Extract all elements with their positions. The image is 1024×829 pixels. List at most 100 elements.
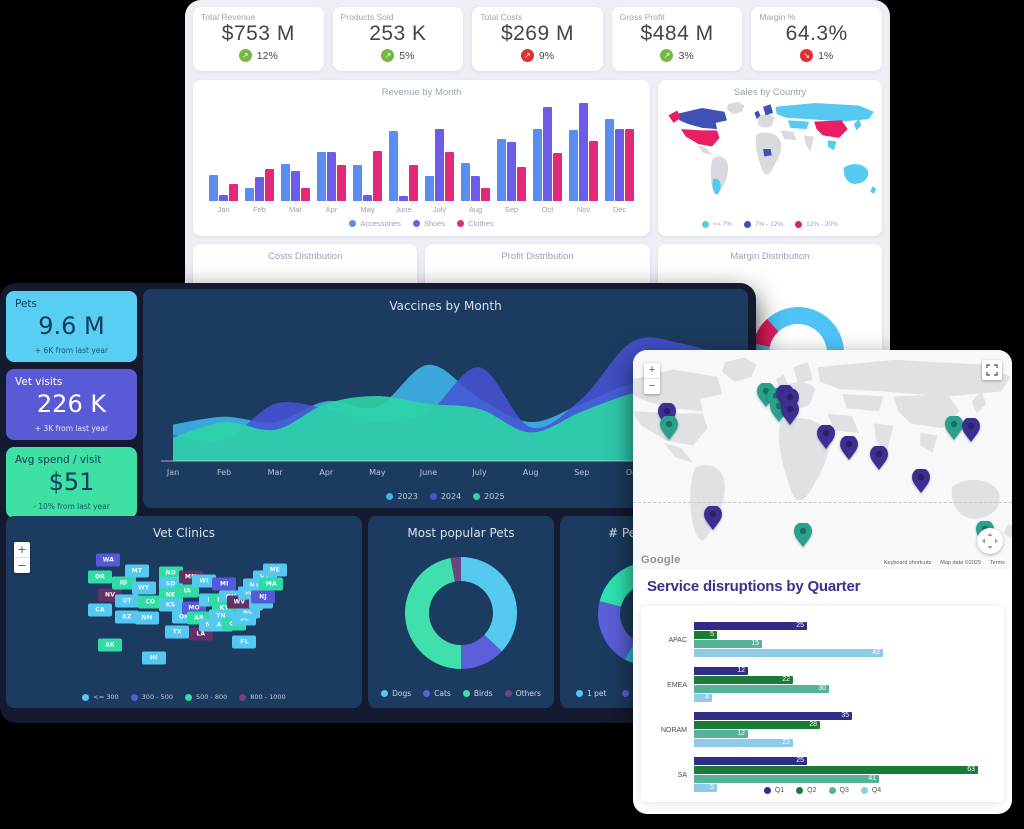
zoom-out-button[interactable]: −: [648, 380, 656, 392]
bar-shoes: [471, 176, 480, 201]
state-ND[interactable]: ND: [158, 566, 183, 580]
map-marker-indigo[interactable]: [780, 399, 799, 425]
google-map[interactable]: + − Google Keyboard shortcuts Map data ©…: [633, 350, 1012, 570]
sales-legend-item[interactable]: <= 7%: [702, 221, 732, 228]
disruptions-legend-item[interactable]: Q1: [763, 787, 784, 794]
legend-label: 1 pet: [587, 689, 607, 698]
state-ME[interactable]: ME: [262, 563, 287, 577]
kpi-delta-value: 3%: [678, 49, 694, 62]
sales-legend-item[interactable]: 7% - 12%: [743, 221, 783, 228]
pets-legend-item[interactable]: Cats: [423, 689, 451, 698]
state-CA[interactable]: CA: [88, 603, 112, 617]
bar-clothes: [265, 169, 274, 201]
map-marker-teal[interactable]: [794, 521, 813, 547]
state-MT[interactable]: MT: [124, 564, 149, 578]
state-AZ[interactable]: AZ: [114, 610, 139, 624]
state-WA[interactable]: WA: [96, 553, 121, 567]
keyboard-shortcuts-link[interactable]: Keyboard shortcuts: [883, 560, 932, 566]
state-MA[interactable]: MA: [259, 577, 284, 591]
state-AK[interactable]: AK: [98, 638, 123, 652]
country-greenland: [726, 101, 745, 115]
zoom-in-button[interactable]: +: [648, 364, 656, 376]
terms-link[interactable]: Terms: [990, 560, 1005, 566]
country-alaska: [668, 110, 681, 123]
kpi-card: Gross Profit $484 M ↗ 3%: [611, 7, 743, 71]
vaccines-legend-item[interactable]: 2025: [473, 492, 505, 501]
bar-shoes: [399, 196, 408, 201]
state-IA[interactable]: IA: [175, 584, 200, 598]
sales-legend-item[interactable]: 12% - 20%: [795, 221, 838, 228]
disruptions-legend-item[interactable]: Q2: [796, 787, 817, 794]
revenue-month-group: May: [353, 102, 382, 214]
zoom-out-button[interactable]: −: [17, 559, 27, 572]
kpi-label: Total Costs: [480, 12, 523, 22]
state-MI[interactable]: MI: [212, 577, 237, 591]
state-HI[interactable]: HI: [141, 651, 166, 665]
vet-clinics-legend-item[interactable]: <= 300: [82, 693, 119, 701]
bar-accessories: [497, 139, 506, 201]
donut-segment-Cats: [461, 634, 502, 669]
vaccines-legend: 2023 2024 2025: [143, 492, 748, 501]
map-marker-teal[interactable]: [945, 415, 963, 441]
state-NJ[interactable]: NJ: [250, 590, 275, 604]
bar-Q3: 12: [694, 730, 748, 738]
state-FL[interactable]: FL: [232, 635, 257, 649]
country-canada: [675, 107, 727, 130]
map-marker-indigo[interactable]: [912, 468, 931, 493]
country-china: [814, 120, 848, 138]
map-marker-indigo[interactable]: [962, 417, 981, 443]
revenue-legend-item[interactable]: Shoes: [412, 219, 445, 228]
state-WI[interactable]: WI: [192, 574, 217, 588]
country-uk: [754, 110, 761, 120]
state-UT[interactable]: UT: [114, 594, 139, 608]
pets-legend-item[interactable]: Dogs: [381, 689, 411, 698]
map-attribution: Keyboard shortcuts Map data ©2025 Terms: [880, 559, 1008, 567]
revenue-legend-item[interactable]: Clothes: [457, 219, 494, 228]
state-CO[interactable]: CO: [138, 595, 163, 609]
map-marker-indigo[interactable]: [840, 435, 859, 460]
legend-label: 2025: [484, 492, 505, 501]
state-NM[interactable]: NM: [135, 611, 160, 625]
disruptions-legend-item[interactable]: Q4: [860, 787, 881, 794]
disruptions-legend-item[interactable]: Q3: [828, 787, 849, 794]
state-OR[interactable]: OR: [88, 570, 112, 584]
bar-Q2: 28: [694, 721, 820, 729]
num-pets-legend-item[interactable]: 1 pet: [576, 689, 606, 698]
x-axis-label: May: [360, 205, 375, 214]
map-marker-indigo[interactable]: [870, 444, 889, 470]
vet-clinics-legend-item[interactable]: 300 - 500: [130, 693, 173, 701]
legend-dot: [349, 220, 357, 227]
vaccines-legend-item[interactable]: 2023: [386, 492, 418, 501]
bar-accessories: [209, 175, 218, 201]
pets-legend-item[interactable]: Birds: [462, 689, 493, 698]
map-marker-indigo[interactable]: [703, 505, 722, 531]
vaccines-legend-item[interactable]: 2024: [429, 492, 461, 501]
bar-value-label: 25: [796, 757, 804, 764]
kpi-delta-value: 9%: [538, 49, 555, 62]
state-TX[interactable]: TX: [165, 625, 190, 639]
map-marker-indigo[interactable]: [817, 424, 836, 449]
pet-kpi-value: 226 K: [36, 390, 107, 418]
revenue-bars: [425, 103, 454, 201]
fullscreen-icon[interactable]: [982, 360, 1002, 380]
state-ID[interactable]: ID: [111, 576, 136, 590]
state-WY[interactable]: WY: [131, 581, 156, 595]
kpi-label: Total Revenue: [201, 12, 256, 22]
pan-control-icon[interactable]: [977, 528, 1003, 554]
pets-legend-item[interactable]: Others: [504, 689, 541, 698]
bar-accessories: [461, 163, 470, 201]
legend-label: Others: [515, 689, 541, 698]
bar-value-label: 25: [796, 622, 804, 629]
revenue-legend-item[interactable]: Accessories: [349, 219, 401, 228]
vet-clinics-legend-item[interactable]: 500 - 800: [184, 693, 227, 701]
vet-clinics-legend-item[interactable]: 800 - 1000: [239, 693, 286, 701]
map-zoom-control: + −: [644, 363, 660, 394]
legend-label: Accessories: [360, 219, 401, 228]
zoom-in-button[interactable]: +: [17, 543, 27, 556]
state-KS[interactable]: KS: [158, 598, 183, 612]
bar-Q1: 25: [694, 757, 807, 765]
bar-Q1: 25: [694, 622, 807, 630]
bar-accessories: [353, 165, 362, 201]
map-marker-teal[interactable]: [660, 415, 678, 441]
